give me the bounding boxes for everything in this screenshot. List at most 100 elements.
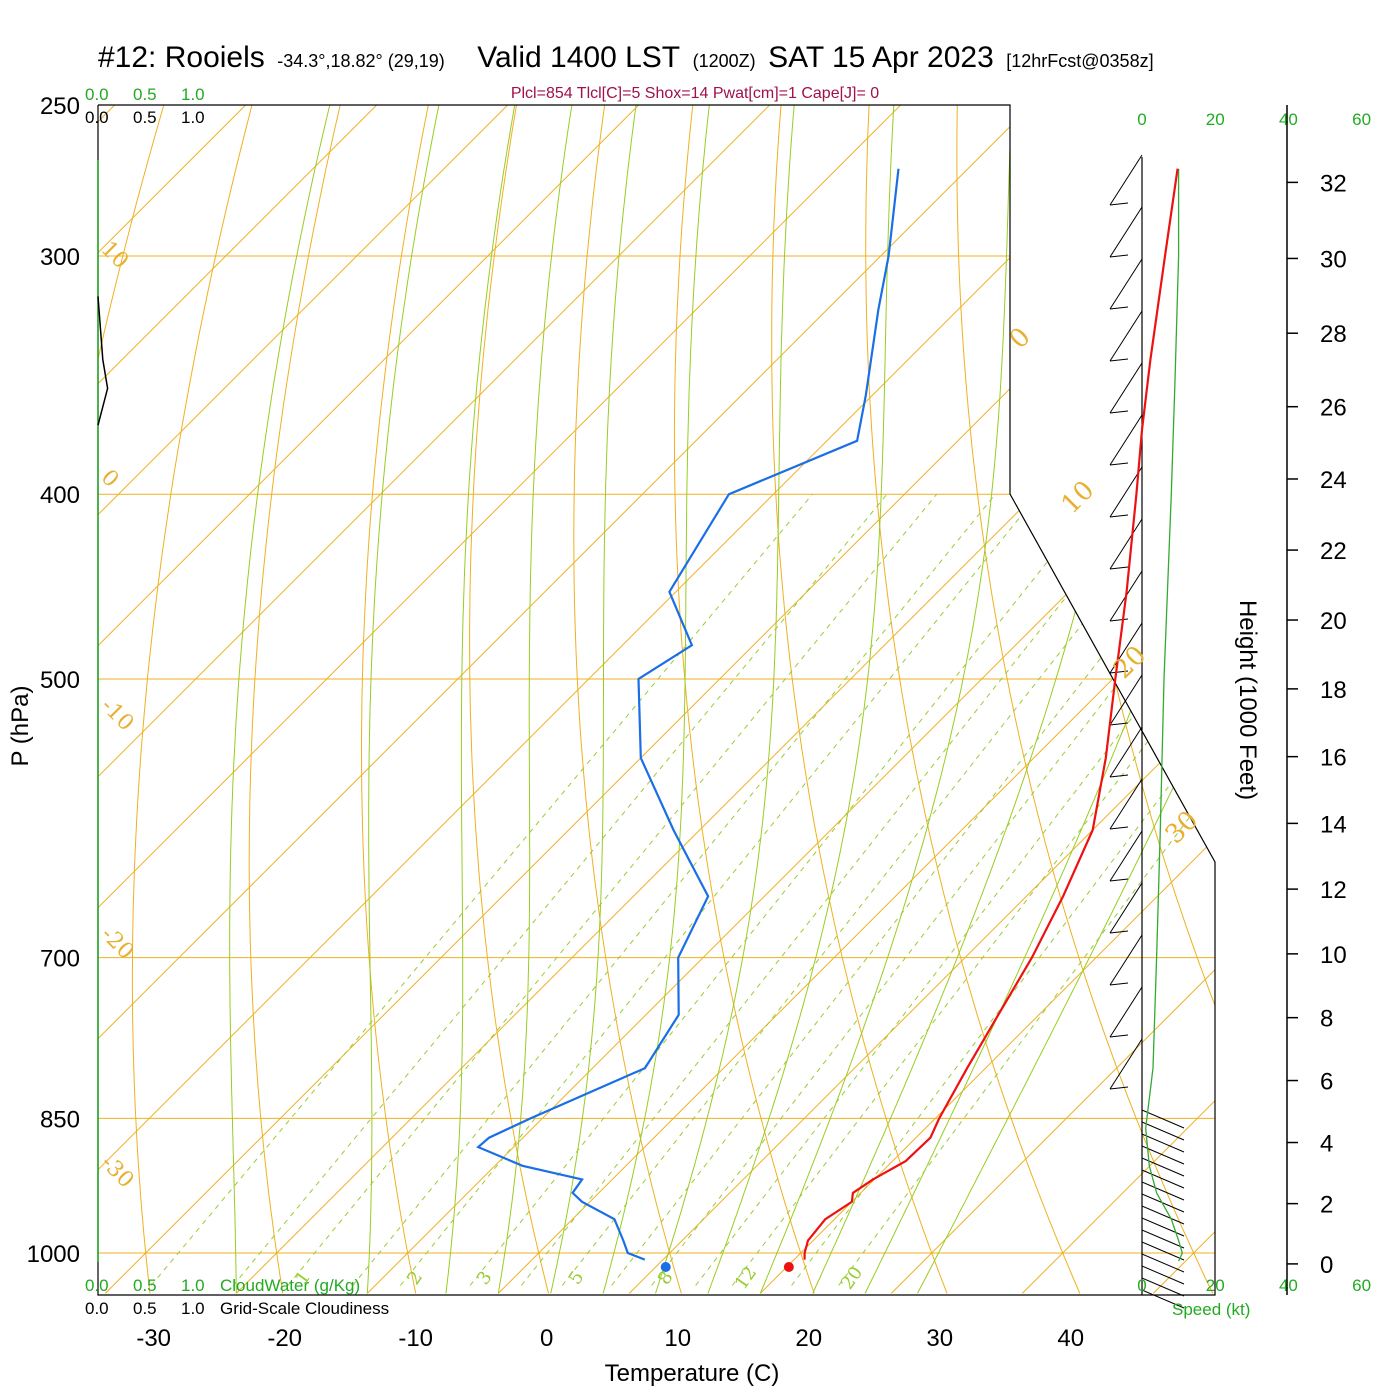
- surface_temperature-marker: [783, 1262, 794, 1272]
- wind-barb: [1109, 306, 1129, 310]
- speed-scale-label: 0: [1137, 110, 1146, 129]
- isotherm-line: [628, 105, 1215, 1294]
- dry-adiabat: [573, 105, 682, 1294]
- height-tick-label: 0: [1320, 1252, 1333, 1279]
- chart-title: #12: Rooiels -34.3°,18.82° (29,19) Valid…: [98, 41, 1154, 74]
- wind-barb: [1141, 1229, 1185, 1249]
- wind-barb: [1141, 1181, 1185, 1201]
- cloudiness-scale-label: 0.5: [133, 1299, 157, 1318]
- mixing-ratio-line: [521, 493, 1148, 1286]
- wind-barb: [1109, 1038, 1143, 1090]
- cloudiness-scale-label: 0.5: [133, 108, 157, 127]
- isotherm-line: [759, 105, 1215, 1294]
- speed-scale-label: 40: [1279, 1276, 1298, 1295]
- wind-barb: [1109, 930, 1129, 934]
- wind-speed-line: [1145, 168, 1183, 1262]
- height-tick-label: 22: [1320, 538, 1347, 565]
- isotherm-label: 10: [1056, 475, 1101, 520]
- mixing-ratio-line: [695, 493, 1215, 1286]
- wind-barb: [1141, 1241, 1185, 1261]
- height-tick-label: 28: [1320, 321, 1347, 348]
- height-tick-label: 12: [1320, 877, 1347, 904]
- moist-adiabat: [229, 105, 339, 1294]
- dry-adiabat: [1394, 71, 1400, 1293]
- wind-barb: [1109, 254, 1129, 258]
- x-tick-label: 20: [795, 1325, 822, 1352]
- moist-adiabat: [759, 105, 1014, 1294]
- cloudwater-scale-label: 0.5: [133, 1276, 157, 1295]
- height-tick-label: 32: [1320, 170, 1347, 197]
- speed-legend: Speed (kt): [1172, 1300, 1250, 1319]
- mixing-ratio-label: 3: [473, 1267, 497, 1288]
- mixing-ratio-label: 20: [837, 1263, 867, 1294]
- moist-adiabat: [917, 105, 1215, 1294]
- dry-adiabat: [248, 105, 349, 1294]
- speed-scale-label: 60: [1352, 1276, 1371, 1295]
- mixing-ratio-line: [611, 493, 1215, 1286]
- isotherm-line: [497, 105, 1215, 1294]
- cloudiness-scale-label: 0.0: [85, 108, 109, 127]
- dry-adiabat: [956, 105, 1214, 1294]
- wind-barb: [1141, 1121, 1185, 1141]
- speed-scale-label: 20: [1206, 1276, 1225, 1295]
- wind-barb: [1109, 410, 1129, 414]
- wind-barb: [1109, 414, 1143, 466]
- mixing-ratio-label: 12: [731, 1263, 761, 1294]
- isotherms: [0, 71, 1215, 1294]
- height-tick-label: 20: [1320, 608, 1347, 635]
- wind-barbs: [1109, 154, 1185, 1309]
- mixing-ratio-line: [651, 493, 1215, 1286]
- wind-barb: [1109, 726, 1143, 778]
- wind-barb: [1109, 1086, 1129, 1090]
- pressure-tick-label: 1000: [27, 1241, 80, 1268]
- wind-barb: [1109, 674, 1143, 726]
- cloudiness-scale-label: 1.0: [181, 108, 205, 127]
- valid-date: SAT 15 Apr 2023: [768, 41, 994, 74]
- wind-barb: [1109, 358, 1129, 362]
- moist-adiabats: [229, 105, 1215, 1294]
- cloudwater-scale-label: 1.0: [181, 85, 205, 104]
- wind-barb: [1109, 830, 1143, 882]
- sounding-params: Plcl=854 Tlcl[C]=5 Shox=14 Pwat[cm]=1 Ca…: [511, 85, 879, 102]
- height-tick-label: 6: [1320, 1069, 1333, 1096]
- isotherm-label: 10: [96, 237, 133, 274]
- utc-time: (1200Z): [693, 51, 756, 71]
- height-tick-label: 10: [1320, 942, 1347, 969]
- isotherm-label: -30: [96, 1151, 139, 1194]
- wind-barb: [1109, 878, 1129, 882]
- wind-barb: [1109, 258, 1143, 310]
- isotherm-line: [98, 105, 1197, 1294]
- height-tick-label: 14: [1320, 811, 1347, 838]
- wind-barb: [1141, 1145, 1185, 1165]
- dry-adiabat: [865, 105, 1081, 1294]
- wind-barb: [1109, 362, 1143, 414]
- speed-scale-label: 20: [1206, 110, 1225, 129]
- speed-scale-label: 0: [1137, 1276, 1146, 1295]
- surface-markers: [660, 1262, 794, 1272]
- dry-adiabat: [1131, 105, 1215, 1294]
- isotherm-line: [98, 105, 673, 1294]
- mixing-ratio-line: [561, 493, 1185, 1286]
- station-name: #12: Rooiels: [98, 41, 265, 74]
- height-tick-label: 4: [1320, 1131, 1333, 1158]
- wind-barb: [1109, 462, 1129, 466]
- wind-barb: [1109, 618, 1129, 622]
- wind-barb: [1141, 1169, 1185, 1189]
- station-coords: -34.3°,18.82° (29,19): [277, 51, 445, 71]
- x-tick-label: 0: [540, 1325, 553, 1352]
- cloudiness-scale-label: 1.0: [181, 1299, 205, 1318]
- dewpoint-line: [476, 168, 900, 1261]
- isotherm-line: [890, 105, 1215, 1294]
- wind-barb: [1109, 882, 1143, 934]
- cloudiness-line: [97, 296, 109, 426]
- isotherm-label: 0: [96, 465, 124, 493]
- height-tick-label: 2: [1320, 1192, 1333, 1219]
- isotherm-line: [0, 71, 18, 1293]
- wind-barb: [1141, 1289, 1185, 1309]
- mixing-ratio-line: [469, 493, 1102, 1286]
- pressure-tick-label: 700: [40, 946, 80, 973]
